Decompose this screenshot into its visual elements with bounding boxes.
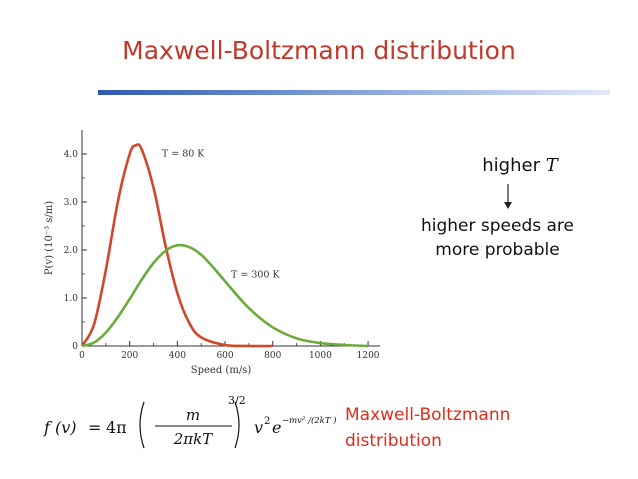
formula-lhs: f (v)	[43, 418, 77, 437]
formula-equals: =	[88, 418, 101, 437]
formula-v: v	[254, 418, 263, 437]
series-line-80k	[80, 143, 273, 348]
temperature-symbol: T	[545, 155, 558, 176]
curve-annotation-300k: T = 300 K	[231, 269, 280, 280]
slide-title: Maxwell-Boltzmann distribution	[122, 36, 516, 65]
series-line-300k	[81, 243, 369, 348]
formula-exponent: 3/2	[228, 394, 246, 407]
formula-left-paren	[139, 401, 145, 449]
speed-distribution-chart: 0 200 400 600 800 1000 1200 0 1.0 2.0 3.0 4.0 Speed …	[44, 130, 380, 376]
formula-right-paren	[234, 401, 240, 449]
y-tick-label: 4.0	[64, 150, 79, 160]
down-arrow-icon	[504, 184, 512, 209]
formula-caption: Maxwell-Boltzmann distribution	[345, 402, 510, 454]
title-underline	[98, 90, 610, 95]
x-tick-label: 1000	[309, 351, 332, 361]
maxwell-boltzmann-formula: f (v) = 4π m 2πkT 3/2 v 2 e −mv² /(2kT )	[43, 394, 337, 449]
higher-speeds-note: higher speeds are more probable	[390, 214, 605, 262]
x-tick-label: 600	[216, 351, 233, 361]
formula-coefficient: 4π	[106, 418, 127, 437]
formula-caption-line-1: Maxwell-Boltzmann	[345, 405, 511, 425]
formula-v-power: 2	[264, 416, 270, 427]
note-line-2: more probable	[435, 240, 560, 260]
x-tick-label: 200	[121, 351, 138, 361]
x-tick-label: 0	[79, 351, 85, 361]
y-tick-label: 1.0	[64, 294, 79, 304]
x-tick-label: 400	[169, 351, 186, 361]
y-axis-label: P(v) (10⁻³ s/m)	[44, 201, 55, 275]
x-tick-label: 800	[264, 351, 281, 361]
y-tick-label: 3.0	[64, 198, 79, 208]
x-tick-label: 1200	[357, 351, 380, 361]
formula-numerator: m	[186, 406, 200, 424]
formula-caption-line-2: distribution	[345, 431, 442, 451]
y-tick-label: 0	[72, 342, 78, 352]
curve-annotation-80k: T = 80 K	[162, 148, 205, 159]
y-tick-label: 2.0	[64, 246, 79, 256]
higher-label: higher	[482, 155, 540, 176]
higher-temperature-note: higher T	[445, 155, 595, 176]
x-axis-label: Speed (m/s)	[191, 365, 252, 376]
formula-e: e	[272, 418, 281, 437]
formula-e-exponent: −mv² /(2kT )	[282, 415, 337, 426]
formula-denominator: 2πkT	[173, 430, 213, 448]
note-line-1: higher speeds are	[420, 216, 575, 236]
